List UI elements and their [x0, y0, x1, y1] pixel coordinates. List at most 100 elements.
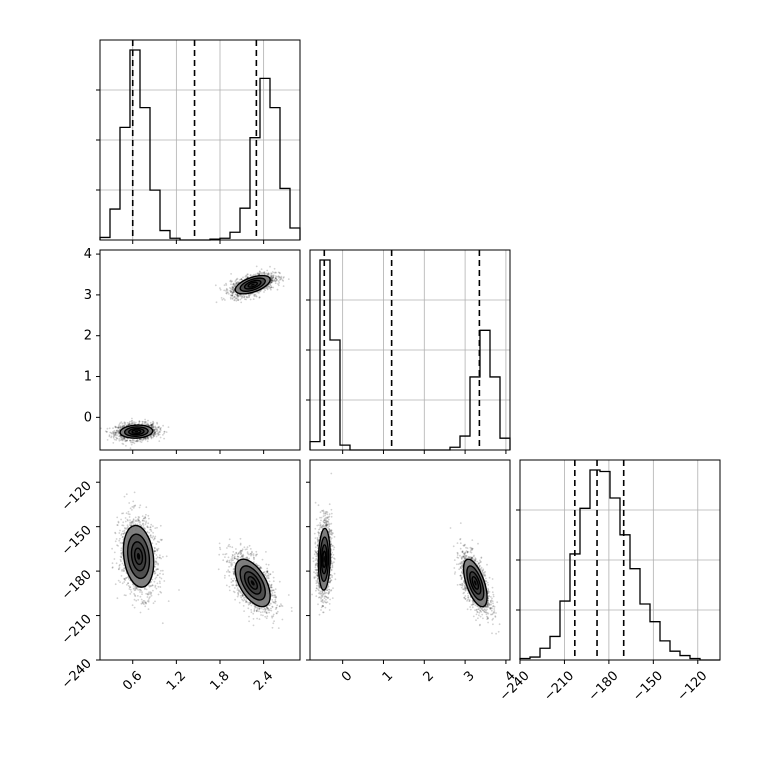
- sample-point: [130, 521, 133, 524]
- sample-point: [225, 282, 227, 285]
- sample-point: [272, 279, 275, 282]
- sample-point: [270, 279, 273, 281]
- sample-point: [150, 424, 153, 426]
- sample-point: [131, 419, 134, 422]
- sample-point: [272, 276, 274, 279]
- sample-point: [131, 421, 134, 424]
- sample-point: [124, 440, 127, 443]
- sample-point: [140, 602, 143, 605]
- sample-point: [276, 288, 279, 291]
- sample-point: [153, 435, 155, 437]
- sample-point: [112, 432, 115, 435]
- sample-point: [270, 275, 273, 278]
- sample-point: [276, 610, 279, 613]
- sample-point: [112, 436, 115, 439]
- sample-point: [121, 532, 123, 535]
- sample-point: [265, 287, 268, 289]
- sample-point: [236, 294, 239, 296]
- sample-point: [145, 588, 148, 591]
- sample-point: [147, 526, 150, 529]
- sample-point: [243, 546, 246, 549]
- sample-point: [150, 424, 153, 427]
- sample-point: [136, 520, 139, 522]
- sample-point: [148, 531, 151, 534]
- sample-point: [109, 431, 112, 434]
- sample-point: [158, 425, 160, 428]
- sample-point: [231, 294, 234, 296]
- sample-point: [252, 612, 255, 615]
- sample-point: [247, 273, 249, 276]
- sample-point: [149, 528, 151, 531]
- sample-point: [214, 284, 217, 287]
- sample-point: [229, 289, 231, 292]
- sample-point: [122, 524, 125, 527]
- sample-point: [126, 526, 129, 529]
- sample-point: [228, 574, 231, 577]
- sample-point: [148, 435, 151, 438]
- sample-point: [126, 439, 128, 442]
- sample-point: [121, 582, 124, 585]
- sample-point: [152, 538, 155, 541]
- sample-point: [273, 267, 276, 270]
- sample-point: [143, 421, 146, 423]
- sample-point: [120, 421, 123, 423]
- sample-point: [123, 581, 126, 583]
- sample-point: [251, 274, 254, 277]
- sample-point: [274, 282, 277, 285]
- sample-point: [258, 273, 261, 275]
- sample-point: [118, 423, 121, 426]
- sample-point: [153, 433, 156, 436]
- sample-point: [111, 432, 113, 435]
- sample-point: [154, 427, 157, 430]
- sample-point: [149, 526, 152, 528]
- sample-point: [271, 279, 274, 282]
- sample-point: [266, 567, 269, 570]
- sample-point: [134, 595, 137, 598]
- sample-point: [132, 519, 135, 522]
- sample-point: [229, 296, 232, 299]
- sample-point: [136, 588, 139, 590]
- sample-point: [142, 421, 144, 423]
- sample-point: [266, 273, 269, 276]
- sample-point: [112, 432, 115, 435]
- sample-point: [129, 423, 132, 426]
- sample-point: [154, 586, 157, 588]
- sample-point: [145, 437, 148, 440]
- sample-point: [124, 579, 127, 581]
- sample-point: [272, 286, 275, 289]
- sample-point: [120, 518, 122, 521]
- sample-point: [128, 422, 131, 424]
- sample-point: [108, 427, 111, 430]
- sample-point: [271, 271, 274, 273]
- sample-point: [127, 585, 130, 587]
- sample-point: [121, 437, 124, 439]
- sample-point: [139, 591, 141, 593]
- sample-point: [128, 423, 131, 426]
- sample-point: [136, 440, 138, 443]
- sample-point: [231, 280, 233, 283]
- sample-point: [142, 437, 145, 440]
- sample-point: [249, 274, 252, 277]
- sample-point: [127, 513, 130, 515]
- sample-point: [287, 278, 290, 280]
- sample-point: [270, 607, 272, 610]
- sample-point: [132, 441, 135, 444]
- sample-point: [167, 600, 170, 602]
- sample-point: [272, 280, 274, 283]
- sample-point: [154, 547, 156, 550]
- sample-point: [234, 282, 237, 285]
- sample-point: [118, 426, 121, 429]
- sample-point: [114, 433, 116, 435]
- sample-point: [126, 583, 128, 586]
- sample-point: [147, 593, 150, 596]
- sample-point: [154, 426, 157, 429]
- sample-point: [270, 279, 273, 282]
- sample-point: [242, 597, 245, 599]
- sample-point: [256, 272, 259, 275]
- sample-point: [146, 526, 149, 529]
- sample-point: [119, 426, 122, 429]
- sample-point: [282, 277, 285, 279]
- sample-point: [263, 272, 266, 275]
- sample-point: [128, 588, 131, 590]
- sample-point: [120, 436, 123, 438]
